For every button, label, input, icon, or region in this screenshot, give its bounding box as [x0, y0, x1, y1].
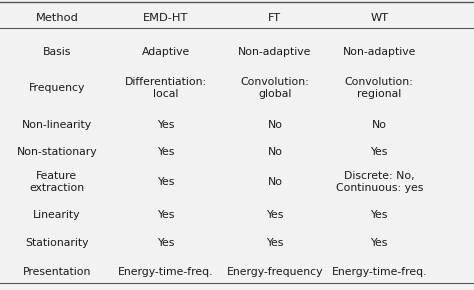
Text: Differentiation:
local: Differentiation: local — [125, 77, 207, 99]
Text: Basis: Basis — [43, 47, 71, 57]
Text: Method: Method — [36, 13, 78, 23]
Text: Energy-frequency: Energy-frequency — [227, 267, 323, 277]
Text: Non-stationary: Non-stationary — [17, 147, 97, 157]
Text: Adaptive: Adaptive — [142, 47, 190, 57]
Text: No: No — [267, 147, 283, 157]
Text: Discrete: No,
Continuous: yes: Discrete: No, Continuous: yes — [336, 171, 423, 193]
Text: Linearity: Linearity — [33, 210, 81, 220]
Text: Energy-time-freq.: Energy-time-freq. — [118, 267, 214, 277]
Text: Yes: Yes — [157, 210, 174, 220]
Text: Non-adaptive: Non-adaptive — [343, 47, 416, 57]
Text: Yes: Yes — [266, 238, 283, 248]
Text: Yes: Yes — [157, 177, 174, 187]
Text: Yes: Yes — [371, 210, 388, 220]
Text: No: No — [372, 120, 387, 130]
Text: Yes: Yes — [157, 120, 174, 130]
Text: Yes: Yes — [266, 210, 283, 220]
Text: Convolution:
regional: Convolution: regional — [345, 77, 414, 99]
Text: Frequency: Frequency — [29, 83, 85, 93]
Text: Non-linearity: Non-linearity — [22, 120, 92, 130]
Text: Convolution:
global: Convolution: global — [240, 77, 310, 99]
Text: EMD-HT: EMD-HT — [143, 13, 189, 23]
Text: WT: WT — [370, 13, 388, 23]
Text: Yes: Yes — [157, 238, 174, 248]
Text: Yes: Yes — [157, 147, 174, 157]
Text: Feature
extraction: Feature extraction — [29, 171, 84, 193]
Text: Stationarity: Stationarity — [25, 238, 89, 248]
Text: Yes: Yes — [371, 147, 388, 157]
Text: Yes: Yes — [371, 238, 388, 248]
Text: No: No — [267, 177, 283, 187]
Text: Presentation: Presentation — [23, 267, 91, 277]
Text: FT: FT — [268, 13, 282, 23]
Text: No: No — [267, 120, 283, 130]
Text: Non-adaptive: Non-adaptive — [238, 47, 311, 57]
Text: Energy-time-freq.: Energy-time-freq. — [331, 267, 427, 277]
